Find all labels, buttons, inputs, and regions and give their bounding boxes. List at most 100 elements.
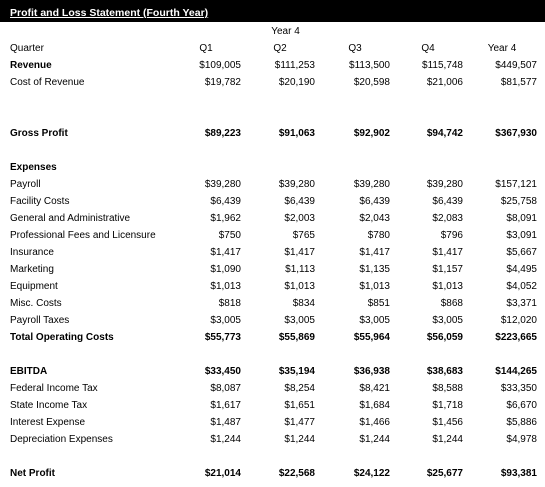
column-header: Q4: [421, 43, 435, 54]
cell-value: $6,439: [284, 196, 315, 207]
table-row: Net Profit $21,014 $22,568 $24,122 $25,677 $9…: [0, 468, 545, 485]
cell-value: $818: [218, 298, 241, 309]
cell-value: $1,651: [284, 400, 315, 411]
cell-value: $24,122: [353, 468, 390, 479]
cell-value: $8,254: [284, 383, 315, 394]
row-label: Payroll Taxes: [10, 315, 70, 326]
cell-value: $20,190: [278, 77, 315, 88]
cell-value: $367,930: [495, 128, 537, 139]
table-row: Expenses: [0, 162, 545, 179]
table-row: Total Operating Costs $55,773 $55,869 $55,9…: [0, 332, 545, 349]
cell-value: $36,938: [353, 366, 390, 377]
cell-value: $1,466: [359, 417, 390, 428]
statement-title: Profit and Loss Statement (Fourth Year): [10, 7, 209, 19]
cell-value: $1,417: [284, 247, 315, 258]
row-label: Marketing: [10, 264, 54, 275]
table-row: Payroll Taxes $3,005 $3,005 $3,005 $3,005 $12…: [0, 315, 545, 332]
cell-value: $8,087: [210, 383, 241, 394]
cell-value: $113,500: [349, 60, 390, 71]
cell-value: $1,157: [432, 264, 463, 275]
cell-value: $3,005: [210, 315, 241, 326]
cell-value: $796: [440, 230, 463, 241]
cell-value: $4,978: [506, 434, 537, 445]
cell-value: $1,244: [432, 434, 463, 445]
cell-value: $1,013: [210, 281, 241, 292]
cell-value: $750: [218, 230, 241, 241]
table-row: Gross Profit $89,223 $91,063 $92,902 $94,742…: [0, 128, 545, 145]
table-row: General and Administrative $1,962 $2,003 $2…: [0, 213, 545, 230]
cell-value: $1,244: [284, 434, 315, 445]
cell-value: $1,417: [210, 247, 241, 258]
column-header: Q2: [273, 43, 287, 54]
cell-value: $765: [292, 230, 315, 241]
cell-value: $4,495: [506, 264, 537, 275]
row-label: Total Operating Costs: [10, 332, 114, 343]
cell-value: $1,113: [285, 264, 315, 275]
quarter-label: Quarter: [10, 43, 44, 54]
cell-value: $449,507: [495, 60, 537, 71]
table-row: Interest Expense $1,487 $1,477 $1,466 $1,456…: [0, 417, 545, 434]
row-label: Gross Profit: [10, 128, 68, 139]
cell-value: $1,417: [359, 247, 390, 258]
cell-value: $3,005: [284, 315, 315, 326]
row-label: Revenue: [10, 60, 52, 71]
title-bar: Profit and Loss Statement (Fourth Year): [0, 0, 545, 22]
table-row: Depreciation Expenses $1,244 $1,244 $1,244 $…: [0, 434, 545, 451]
cell-value: $94,742: [426, 128, 463, 139]
cell-value: $33,350: [500, 383, 537, 394]
cell-value: $55,773: [204, 332, 241, 343]
row-label: General and Administrative: [10, 213, 131, 224]
cell-value: $55,964: [353, 332, 390, 343]
cell-value: $25,758: [500, 196, 537, 207]
cell-value: $144,265: [495, 366, 537, 377]
column-header: Q3: [348, 43, 362, 54]
cell-value: $4,052: [506, 281, 537, 292]
table-row: Insurance $1,417 $1,417 $1,417 $1,417 $5,667: [0, 247, 545, 264]
cell-value: $1,135: [359, 264, 390, 275]
cell-value: $39,280: [204, 179, 241, 190]
column-header-row: Quarter Q1 Q2 Q3 Q4 Year 4: [0, 43, 545, 60]
cell-value: $868: [440, 298, 463, 309]
table-row: Misc. Costs $818 $834 $851 $868 $3,371: [0, 298, 545, 315]
cell-value: $2,003: [284, 213, 315, 224]
cell-value: $3,005: [359, 315, 390, 326]
cell-value: $39,280: [278, 179, 315, 190]
cell-value: $834: [292, 298, 315, 309]
cell-value: $25,677: [426, 468, 463, 479]
cell-value: $223,665: [495, 332, 537, 343]
cell-value: $1,244: [359, 434, 390, 445]
column-header: Q1: [199, 43, 213, 54]
table-row: Marketing $1,090 $1,113 $1,135 $1,157 $4,495: [0, 264, 545, 281]
row-label: Misc. Costs: [10, 298, 62, 309]
cell-value: $3,091: [506, 230, 537, 241]
cell-value: $1,477: [284, 417, 315, 428]
cell-value: $157,121: [495, 179, 537, 190]
cell-value: $5,886: [506, 417, 537, 428]
row-label: Facility Costs: [10, 196, 70, 207]
cell-value: $89,223: [204, 128, 241, 139]
cell-value: $81,577: [500, 77, 537, 88]
cell-value: $39,280: [426, 179, 463, 190]
cell-value: $91,063: [278, 128, 315, 139]
cell-value: $3,371: [506, 298, 537, 309]
row-label: Payroll: [10, 179, 41, 190]
table-row: Federal Income Tax $8,087 $8,254 $8,421 $8,5…: [0, 383, 545, 400]
row-label: Cost of Revenue: [10, 77, 85, 88]
table-row: Professional Fees and Licensure $750 $765 $…: [0, 230, 545, 247]
cell-value: $33,450: [204, 366, 241, 377]
cell-value: $1,013: [359, 281, 390, 292]
cell-value: $6,439: [432, 196, 463, 207]
cell-value: $1,244: [210, 434, 241, 445]
cell-value: $92,902: [353, 128, 390, 139]
cell-value: $1,718: [432, 400, 463, 411]
row-label: Professional Fees and Licensure: [10, 230, 156, 241]
cell-value: $6,670: [506, 400, 537, 411]
cell-value: $6,439: [210, 196, 241, 207]
row-label: Net Profit: [10, 468, 55, 479]
cell-value: $8,091: [506, 213, 537, 224]
cell-value: $39,280: [353, 179, 390, 190]
cell-value: $1,013: [432, 281, 463, 292]
row-label: Federal Income Tax: [10, 383, 98, 394]
cell-value: $21,006: [426, 77, 463, 88]
cell-value: $851: [367, 298, 390, 309]
